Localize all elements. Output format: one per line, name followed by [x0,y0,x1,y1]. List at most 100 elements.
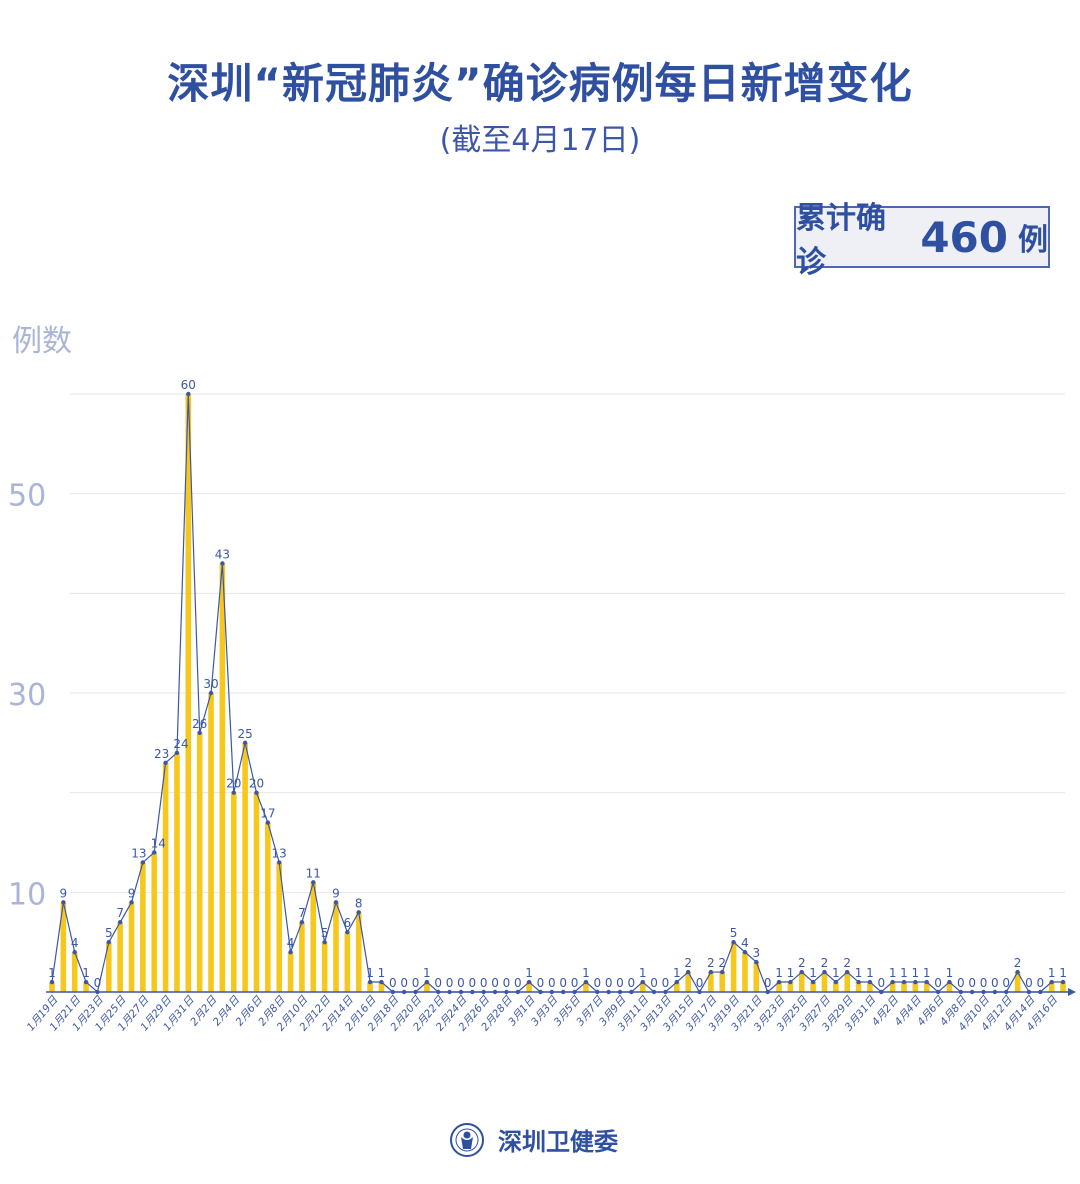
data-point [1060,979,1066,985]
data-label: 13 [131,846,146,860]
y-tick-label: 50 [8,479,46,514]
data-point [947,979,952,985]
data-point [174,750,180,755]
bar [583,982,589,992]
data-point [833,979,839,985]
data-point [776,979,782,985]
data-point [95,989,100,995]
data-label: 0 [503,976,511,990]
data-point [697,989,702,995]
data-point [424,979,430,985]
bar [49,982,55,992]
bar [367,982,373,992]
y-tick-label: 10 [8,877,46,912]
data-point [629,989,634,995]
bar [344,932,351,992]
data-point [1026,989,1032,995]
data-label: 60 [181,378,196,392]
bar [855,982,862,992]
data-point [345,930,350,935]
data-point [288,949,293,955]
data-label: 5 [321,926,329,940]
bar [1014,972,1021,992]
data-label: 24 [173,737,188,751]
data-point [413,989,418,995]
data-point [117,920,123,925]
data-point [254,790,259,795]
bar [321,942,328,992]
bar [310,882,317,992]
health-commission-logo-icon [450,1122,484,1157]
data-label: 2 [718,956,726,970]
data-point [856,979,861,985]
data-label: 6 [344,916,352,930]
data-label: 2 [1014,956,1022,970]
bar [253,792,260,992]
bar [299,922,305,992]
data-label: 1 [775,966,783,980]
data-point [549,989,555,995]
bar [867,982,873,992]
data-point [663,989,668,995]
y-axis-label: 例数 [12,324,72,359]
data-point [617,989,623,995]
data-point [265,820,271,825]
data-label: 1 [889,966,897,980]
data-point [845,969,850,975]
data-label: 9 [60,886,68,900]
data-point [958,989,963,995]
data-label: 0 [480,976,488,990]
data-point [708,969,714,975]
data-label: 0 [514,976,522,990]
data-label: 5 [105,926,113,940]
data-label: 20 [249,777,264,791]
data-label: 0 [1002,976,1010,990]
data-label: 2 [684,956,692,970]
data-label: 0 [457,976,465,990]
bar [106,942,112,992]
data-label: 0 [548,976,556,990]
data-label: 0 [1036,976,1044,990]
data-point [526,979,532,985]
bar [219,563,226,992]
bar [151,852,158,992]
data-label: 1 [1048,966,1056,980]
data-point [458,989,464,995]
data-point [356,910,361,915]
data-label: 0 [434,976,442,990]
data-point [401,989,407,995]
bar [162,762,169,992]
footer-org-name: 深圳卫健委 [498,1128,618,1156]
data-label: 1 [48,966,56,980]
data-label: 14 [151,836,166,850]
bar [265,822,271,992]
data-point [129,900,134,905]
data-point [277,860,282,865]
data-point [606,989,611,995]
bar [208,693,214,992]
data-label: 0 [934,976,942,990]
data-point [390,989,395,995]
bar [117,922,123,992]
data-point [220,561,225,566]
data-point [981,989,986,995]
data-point [640,979,645,985]
data-label: 17 [260,807,275,821]
data-label: 0 [491,976,499,990]
data-label: 9 [128,886,136,900]
bar [526,982,532,992]
bar [787,982,794,992]
total-cases-box: 累计确诊 460 例 [794,201,1050,280]
bar [708,972,714,992]
data-point [1038,989,1043,995]
data-label: 0 [764,976,772,990]
data-point [765,989,770,995]
bar [242,742,248,992]
data-label: 0 [605,976,613,990]
data-label: 26 [192,717,207,731]
chart-subtitle: (截至4月17日) [439,123,641,158]
data-point [572,989,577,995]
data-label: 0 [968,976,976,990]
bar [60,902,67,992]
data-point [242,740,248,746]
